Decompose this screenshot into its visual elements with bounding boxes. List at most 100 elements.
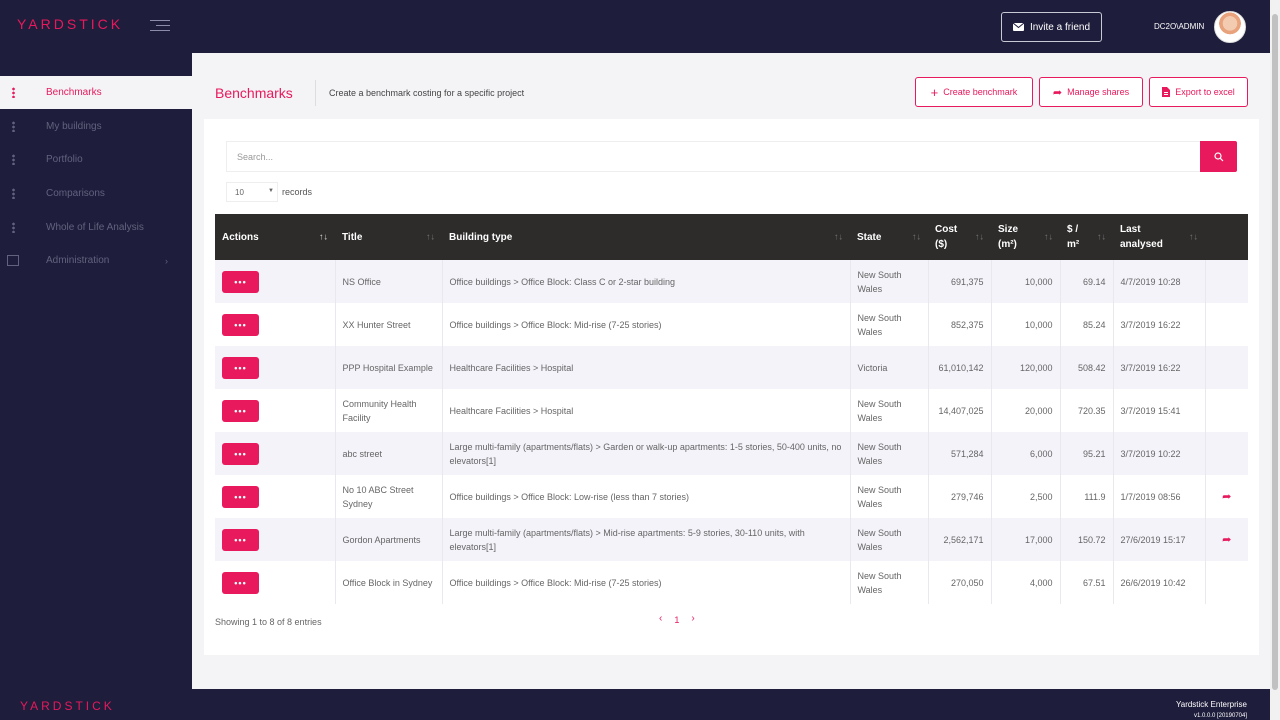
cell-share	[1205, 389, 1248, 432]
cell-building-type: Large multi-family (apartments/flats) > …	[442, 518, 851, 561]
more-vertical-icon	[0, 121, 46, 132]
row-actions-button[interactable]: •••	[222, 399, 259, 422]
cell-title: XX Hunter Street	[335, 303, 443, 346]
more-vertical-icon	[0, 222, 46, 233]
sidebar-item-label: Administration	[46, 255, 110, 266]
cell-building-type: Healthcare Facilities > Hospital	[442, 389, 851, 432]
prev-page-button[interactable]: ‹	[659, 613, 663, 624]
sort-icon: ↑↓	[319, 231, 328, 242]
col-rate[interactable]: $ / m² ↑↓	[1067, 224, 1106, 250]
cell-last-analysed: 3/7/2019 15:41	[1113, 389, 1206, 432]
cell-size: 10,000	[991, 260, 1061, 303]
search-placeholder: Search...	[237, 151, 274, 162]
col-state[interactable]: State ↑↓	[857, 231, 921, 243]
sidebar-item-portfolio[interactable]: Portfolio	[0, 143, 192, 176]
col-last-analysed[interactable]: Last analysed ↑↓	[1120, 224, 1198, 250]
sidebar: Benchmarks My buildings Portfolio Compar…	[0, 53, 192, 689]
manage-shares-label: Manage shares	[1067, 87, 1130, 97]
col-size[interactable]: Size (m²) ↑↓	[998, 224, 1053, 250]
table-row[interactable]: ••• Community Health Facility Healthcare…	[215, 389, 1248, 432]
sidebar-item-my-buildings[interactable]: My buildings	[0, 110, 192, 143]
sidebar-item-comparisons[interactable]: Comparisons	[0, 177, 192, 210]
create-benchmark-button[interactable]: + Create benchmark	[915, 77, 1033, 107]
table-row[interactable]: ••• No 10 ABC Street Sydney Office build…	[215, 475, 1248, 518]
cell-share	[1205, 346, 1248, 389]
sidebar-item-administration[interactable]: Administration ›	[0, 244, 192, 277]
table-row[interactable]: ••• Office Block in Sydney Office buildi…	[215, 561, 1248, 604]
sliders-icon	[7, 255, 19, 266]
cell-size: 17,000	[991, 518, 1061, 561]
row-actions-button[interactable]: •••	[222, 528, 259, 551]
table-row[interactable]: ••• Gordon Apartments Large multi-family…	[215, 518, 1248, 561]
col-building-type[interactable]: Building type ↑↓	[449, 231, 843, 243]
search-input[interactable]: Search...	[226, 141, 1201, 172]
envelope-icon	[1012, 23, 1024, 31]
row-actions-button[interactable]: •••	[222, 571, 259, 594]
col-share	[1205, 214, 1248, 260]
cell-cost: 14,407,025	[928, 389, 992, 432]
sidebar-item-benchmarks[interactable]: Benchmarks	[0, 76, 192, 109]
caret-down-icon: ▼	[268, 188, 274, 194]
cell-last-analysed: 26/6/2019 10:42	[1113, 561, 1206, 604]
share-icon[interactable]: ➦	[1222, 490, 1232, 503]
version-label: v1.0.0.0 [20190704]	[1193, 713, 1247, 719]
cell-size: 20,000	[991, 389, 1061, 432]
row-actions-button[interactable]: •••	[222, 313, 259, 336]
cell-building-type: Large multi-family (apartments/flats) > …	[442, 432, 851, 475]
create-benchmark-label: Create benchmark	[943, 87, 1018, 97]
export-excel-button[interactable]: Export to excel	[1149, 77, 1248, 107]
cell-share	[1205, 303, 1248, 346]
col-cost[interactable]: Cost ($) ↑↓	[935, 224, 984, 250]
page-title: Benchmarks	[215, 85, 293, 101]
cell-size: 4,000	[991, 561, 1061, 604]
cell-state: New South Wales	[850, 475, 929, 518]
page-scrollbar[interactable]	[1270, 0, 1280, 720]
search-button[interactable]	[1200, 141, 1237, 172]
cell-cost: 571,284	[928, 432, 992, 475]
user-name[interactable]: DC2O\ADMIN	[1154, 22, 1205, 31]
cell-building-type: Office buildings > Office Block: Mid-ris…	[442, 561, 851, 604]
cell-cost: 2,562,171	[928, 518, 992, 561]
cell-last-analysed: 3/7/2019 16:22	[1113, 303, 1206, 346]
cell-last-analysed: 4/7/2019 10:28	[1113, 260, 1206, 303]
row-actions-button[interactable]: •••	[222, 270, 259, 293]
row-actions-button[interactable]: •••	[222, 356, 259, 379]
row-actions-button[interactable]: •••	[222, 442, 259, 465]
page-1-button[interactable]: 1	[674, 615, 680, 625]
cell-title: No 10 ABC Street Sydney	[335, 475, 443, 518]
records-per-page-select[interactable]: 10 ▼	[226, 182, 278, 202]
table-row[interactable]: ••• PPP Hospital Example Healthcare Faci…	[215, 346, 1248, 389]
invite-friend-button[interactable]: Invite a friend	[1001, 12, 1102, 42]
cell-size: 10,000	[991, 303, 1061, 346]
table-row[interactable]: ••• XX Hunter Street Office buildings > …	[215, 303, 1248, 346]
sort-icon: ↑↓	[975, 231, 984, 242]
cell-state: New South Wales	[850, 260, 929, 303]
cell-rate: 67.51	[1060, 561, 1114, 604]
col-title[interactable]: Title ↑↓	[342, 231, 435, 243]
cell-last-analysed: 27/6/2019 15:17	[1113, 518, 1206, 561]
sidebar-item-label: Portfolio	[46, 154, 83, 165]
share-icon[interactable]: ➦	[1222, 533, 1232, 546]
cell-last-analysed: 1/7/2019 08:56	[1113, 475, 1206, 518]
cell-share	[1205, 561, 1248, 604]
table-row[interactable]: ••• NS Office Office buildings > Office …	[215, 260, 1248, 303]
page-description: Create a benchmark costing for a specifi…	[329, 88, 525, 98]
col-actions[interactable]: Actions ↑↓	[222, 231, 328, 243]
next-page-button[interactable]: ›	[691, 613, 695, 624]
cell-rate: 69.14	[1060, 260, 1114, 303]
more-vertical-icon	[0, 154, 46, 165]
row-actions-button[interactable]: •••	[222, 485, 259, 508]
cell-title: NS Office	[335, 260, 443, 303]
cell-cost: 279,746	[928, 475, 992, 518]
menu-toggle-icon[interactable]	[150, 20, 170, 34]
app-logo[interactable]: YARDSTICK	[17, 16, 124, 32]
sidebar-item-label: Benchmarks	[46, 87, 102, 98]
cell-rate: 720.35	[1060, 389, 1114, 432]
sidebar-item-label: My buildings	[46, 121, 102, 132]
sidebar-item-whole-of-life[interactable]: Whole of Life Analysis	[0, 211, 192, 244]
manage-shares-button[interactable]: ➦ Manage shares	[1039, 77, 1143, 107]
cell-state: New South Wales	[850, 303, 929, 346]
avatar[interactable]	[1214, 11, 1246, 43]
table-row[interactable]: ••• abc street Large multi-family (apart…	[215, 432, 1248, 475]
cell-building-type: Office buildings > Office Block: Low-ris…	[442, 475, 851, 518]
